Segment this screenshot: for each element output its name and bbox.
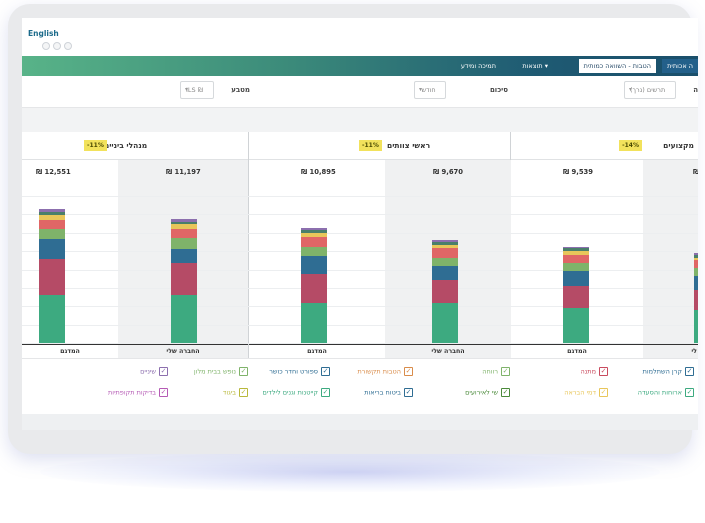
my-amount: ₪ 9,670 xyxy=(433,168,464,176)
checkbox-icon[interactable]: ✓ xyxy=(159,388,168,397)
panel-title: ראשי צוותים xyxy=(387,141,431,150)
filters-bar: ה ▾ תרשים (נרך) סיכום ▾ חודשי מטבע ▾ ILS… xyxy=(22,76,698,108)
summary-label: סיכום xyxy=(489,86,508,94)
legend-label: ביגוד xyxy=(222,388,236,397)
panel-header: מנהלי ביניים -11% xyxy=(22,132,248,160)
my-label: לי xyxy=(643,344,698,358)
checkbox-icon[interactable]: ✓ xyxy=(599,388,608,397)
legend-label: ביטוח בריאות xyxy=(364,388,401,397)
legend-item[interactable]: ביטוח בריאות ✓ xyxy=(364,388,413,397)
legend-label: הטבות תקשורת xyxy=(357,367,401,376)
checkbox-icon[interactable]: ✓ xyxy=(321,388,330,397)
tablet-frame: English ה אכותית הטבות - השוואה כמותית ת… xyxy=(8,4,698,454)
legend-item[interactable]: קייטנות וגנים לילדים ✓ xyxy=(262,388,330,397)
bench-label: המדגם xyxy=(249,344,385,358)
legend-label: ספורט וחדר כושר xyxy=(269,367,318,376)
legend-item[interactable]: ביגוד ✓ xyxy=(223,388,248,397)
bench-amount: ₪ 10,895 xyxy=(301,168,336,176)
bench-amount: ₪ 9,539 xyxy=(563,168,594,176)
my-label: החברה שלי xyxy=(385,344,511,358)
legend-item[interactable]: נופש בבית מלון ✓ xyxy=(194,367,248,376)
my-company-column xyxy=(118,160,248,358)
legend-item[interactable]: בדיקות תקופתיות ✓ xyxy=(108,388,168,397)
panel-title: מנהלי ביניים xyxy=(104,141,148,150)
legend-label: שי לאירועים xyxy=(465,388,498,397)
panel-header: מקצועים -14% xyxy=(511,132,698,160)
my-amount: ₪ xyxy=(693,168,698,176)
tab-benefits-quantitative[interactable]: הטבות - השוואה כמותית xyxy=(578,59,656,73)
checkbox-icon[interactable]: ✓ xyxy=(239,367,248,376)
checkbox-icon[interactable]: ✓ xyxy=(239,388,248,397)
legend-label: שיניים xyxy=(140,367,156,376)
legend: קרן השתלמות ✓ מתנה ✓ רווחה ✓ הטבות תקשורת ✓ ספור… xyxy=(22,358,698,414)
legend-label: קייטנות וגנים לילדים xyxy=(262,388,319,397)
legend-label: מתנה xyxy=(580,367,596,376)
checkbox-icon[interactable]: ✓ xyxy=(685,388,694,397)
legend-label: קרן השתלמות xyxy=(642,367,682,376)
panel-header: ראשי צוותים -11% xyxy=(249,132,510,160)
bench-label: המדגם xyxy=(22,344,118,358)
bench-label: המדגם xyxy=(511,344,643,358)
my-company-column xyxy=(643,160,698,358)
panel-team-leads: ראשי צוותים -11% ₪ 10,895 ₪ 9,670 המדגם … xyxy=(248,132,511,358)
legend-item[interactable]: הטבות תקשורת ✓ xyxy=(357,367,413,376)
diff-badge: -14% xyxy=(619,140,642,151)
my-company-column xyxy=(385,160,511,358)
tab-results[interactable]: תוצאות ▾ xyxy=(522,62,548,70)
checkbox-icon[interactable]: ✓ xyxy=(159,367,168,376)
period-select[interactable]: ▾ חודשי xyxy=(414,81,446,99)
window-dots xyxy=(42,35,75,54)
chevron-down-icon: ▾ xyxy=(185,86,189,93)
tab-support[interactable]: תמיכה ומידע xyxy=(460,62,496,70)
tab-overview[interactable]: ה אכותית xyxy=(662,59,698,73)
currency-select[interactable]: ▾ ILS ₪ xyxy=(180,81,214,99)
checkbox-icon[interactable]: ✓ xyxy=(501,367,510,376)
legend-item[interactable]: ספורט וחדר כושר ✓ xyxy=(269,367,330,376)
checkbox-icon[interactable]: ✓ xyxy=(321,367,330,376)
legend-label: ארוחות והסעדה xyxy=(637,388,682,397)
diff-badge: -11% xyxy=(359,140,382,151)
bench-amount: ₪ 12,551 xyxy=(36,168,71,176)
legend-item[interactable]: שי לאירועים ✓ xyxy=(465,388,510,397)
main-nav: ה אכותית הטבות - השוואה כמותית תוצאות ▾ … xyxy=(22,56,698,76)
app-screen: English ה אכותית הטבות - השוואה כמותית ת… xyxy=(22,18,698,430)
filter-label: ה xyxy=(693,86,698,94)
legend-item[interactable]: ארוחות והסעדה ✓ xyxy=(638,388,694,397)
panel-title: מקצועים xyxy=(663,141,694,150)
legend-item[interactable]: קרן השתלמות ✓ xyxy=(643,367,694,376)
spacer xyxy=(22,108,698,132)
legend-label: נופש בבית מלון xyxy=(193,367,236,376)
checkbox-icon[interactable]: ✓ xyxy=(599,367,608,376)
legend-item[interactable]: דמי הבראה ✓ xyxy=(564,388,608,397)
checkbox-icon[interactable]: ✓ xyxy=(501,388,510,397)
chevron-down-icon: ▾ xyxy=(419,86,423,93)
my-amount: ₪ 11,197 xyxy=(166,168,201,176)
my-label: החברה שלי xyxy=(118,344,248,358)
device-shadow xyxy=(40,452,660,492)
currency-label: מטבע xyxy=(231,86,250,94)
checkbox-icon[interactable]: ✓ xyxy=(404,388,413,397)
panel-professionals: מקצועים -14% ₪ 9,539 ₪ המדגם לי xyxy=(510,132,698,358)
top-bar: English xyxy=(22,18,698,56)
legend-item[interactable]: רווחה ✓ xyxy=(482,367,510,376)
legend-label: דמי הבראה xyxy=(564,388,596,397)
panel-middle-managers: מנהלי ביניים -11% ₪ 12,551 ₪ 11,197 המדג… xyxy=(22,132,248,358)
legend-label: בדיקות תקופתיות xyxy=(108,388,156,397)
legend-label: רווחה xyxy=(482,367,498,376)
scenario-select[interactable]: ▾ תרשים (נרך) xyxy=(624,81,676,99)
legend-item[interactable]: שיניים ✓ xyxy=(140,367,168,376)
legend-item[interactable]: מתנה ✓ xyxy=(580,367,608,376)
checkbox-icon[interactable]: ✓ xyxy=(404,367,413,376)
language-link[interactable]: English xyxy=(28,29,59,38)
checkbox-icon[interactable]: ✓ xyxy=(685,367,694,376)
footer-strip xyxy=(22,414,698,430)
chevron-down-icon: ▾ xyxy=(629,86,633,93)
diff-badge: -11% xyxy=(84,140,107,151)
